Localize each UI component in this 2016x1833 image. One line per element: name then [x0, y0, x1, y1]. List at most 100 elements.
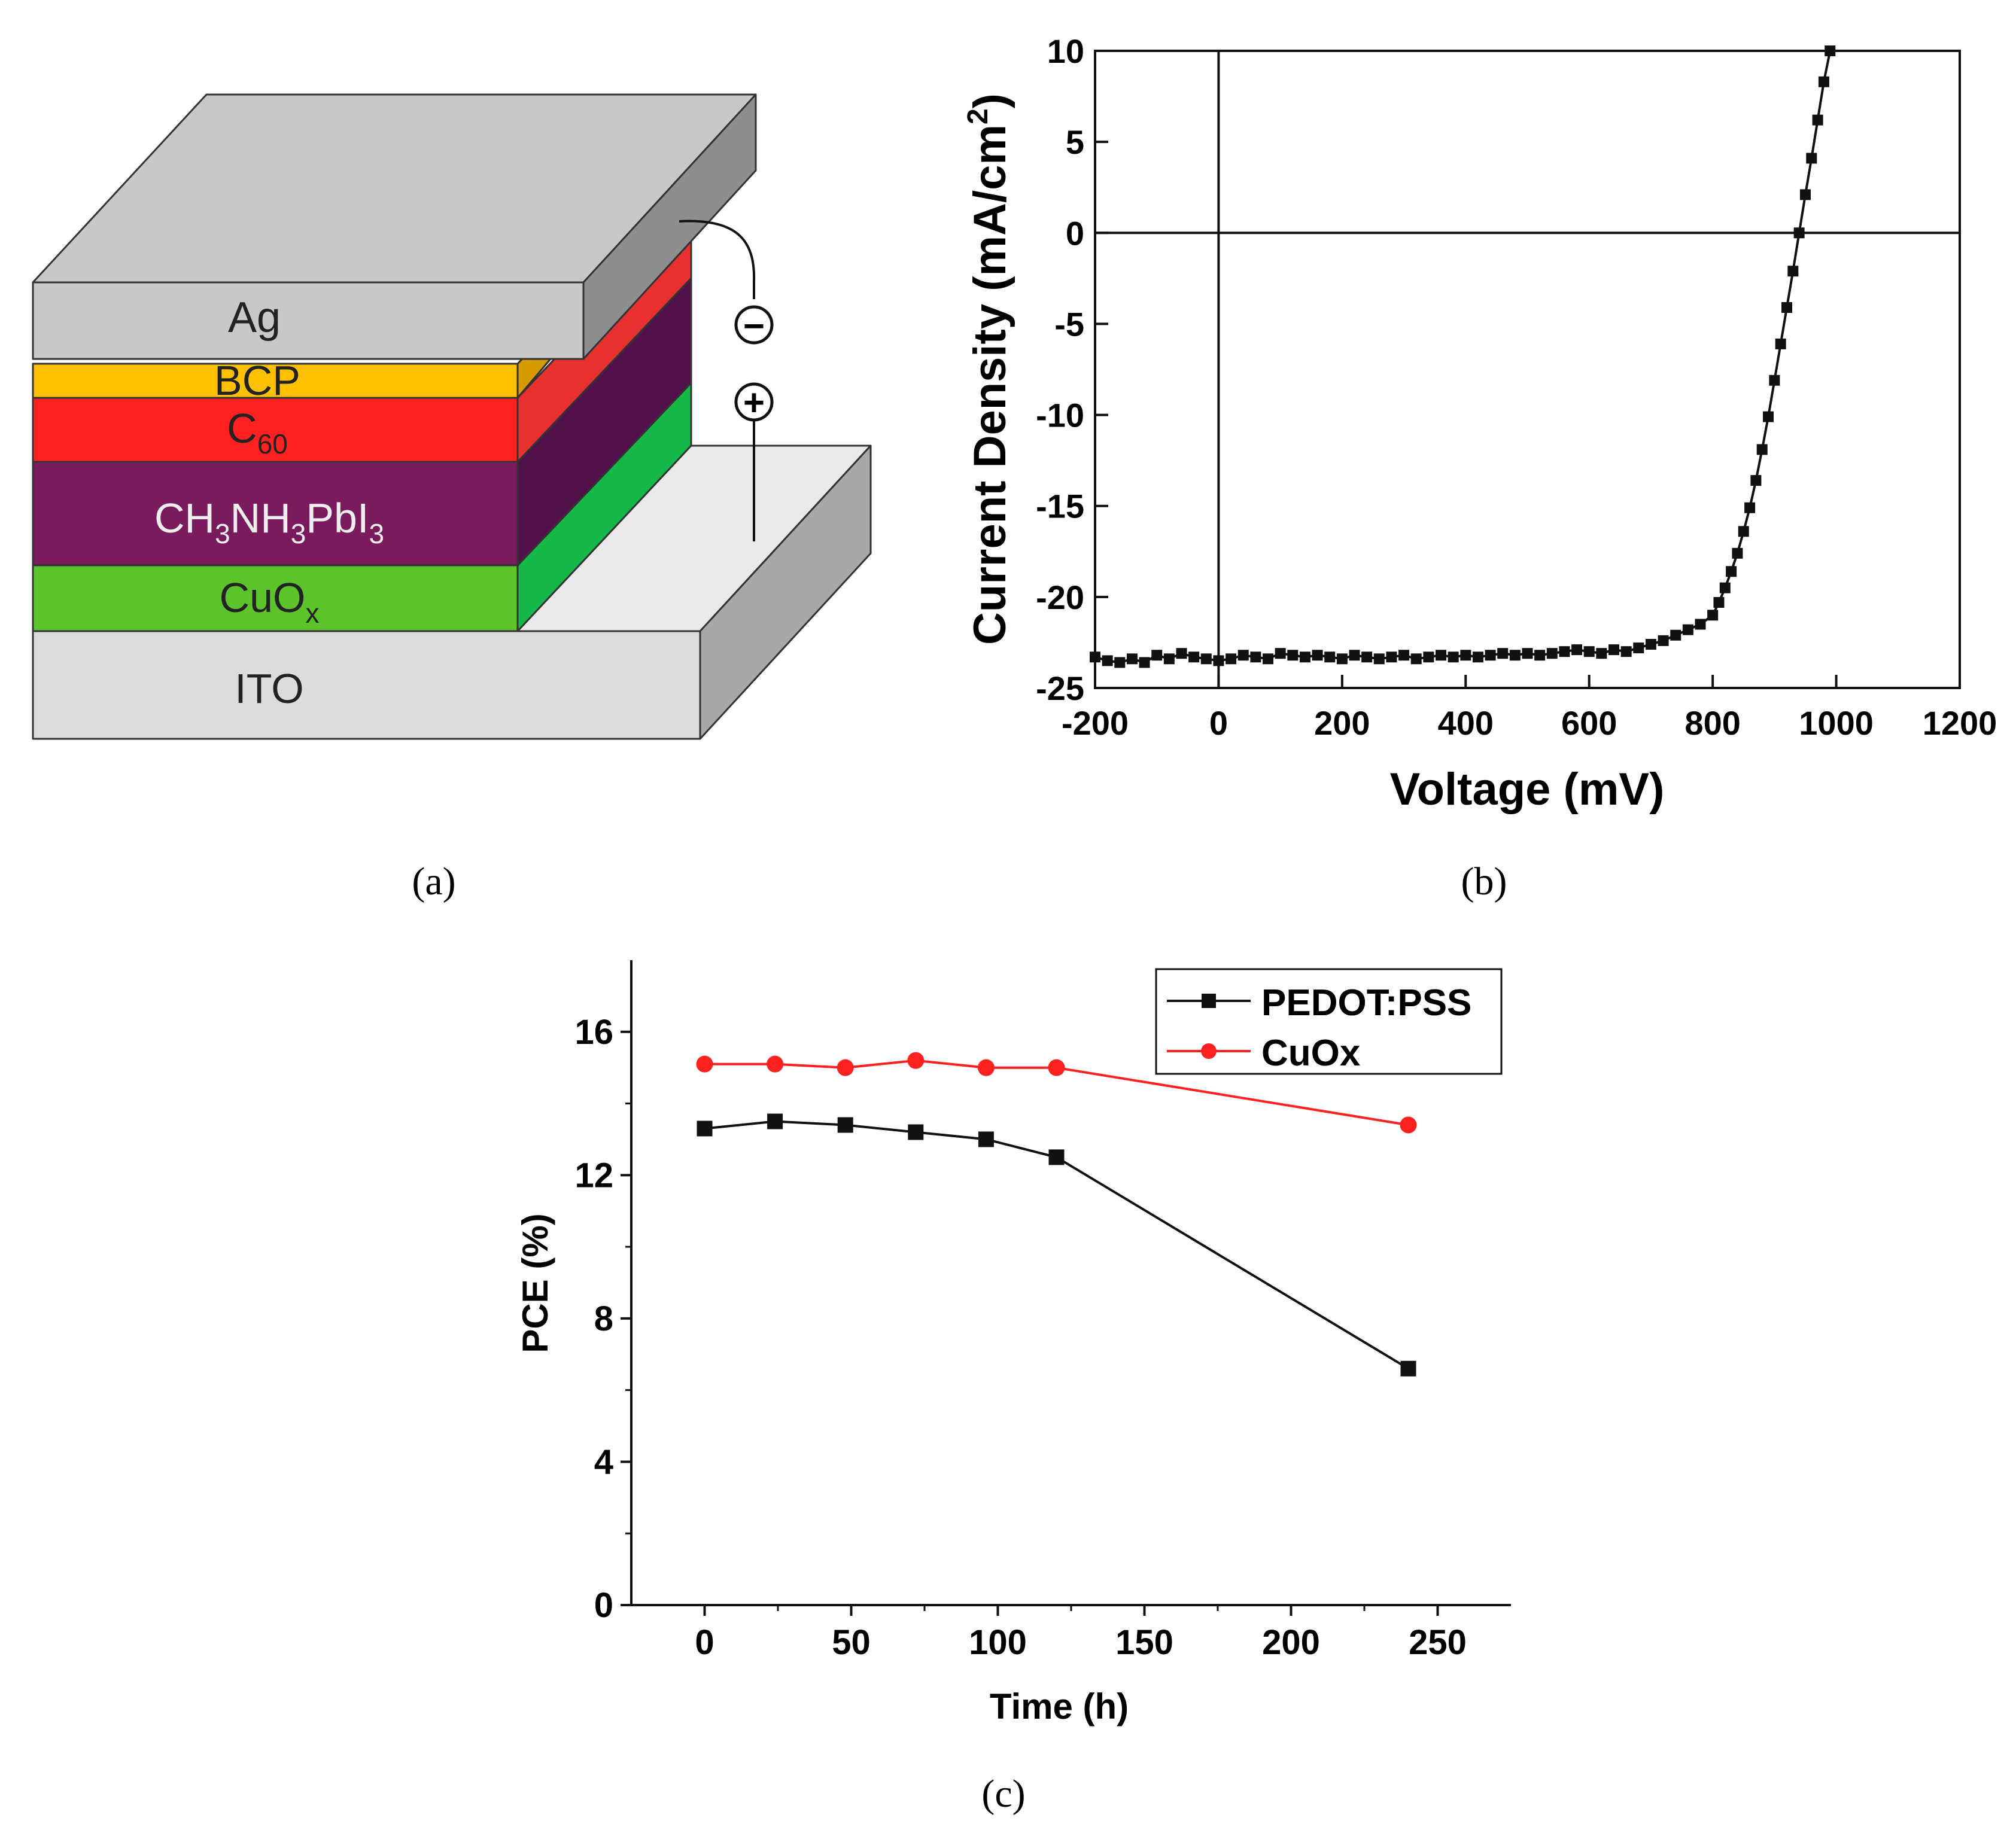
jv-data-point	[1769, 374, 1780, 386]
jv-y-tick-label: -20	[1036, 578, 1084, 616]
layer-labels: Ag BCP C60 CH3NH3PbI3 CuOx ITO − +	[154, 294, 765, 712]
data-point-cuox	[1400, 1116, 1417, 1134]
ag-front-face	[32, 281, 585, 360]
jv-x-tick-label: 200	[1314, 704, 1370, 742]
minus-sign: −	[743, 306, 765, 347]
label-cuox: CuOx	[220, 574, 320, 629]
jv-data-series	[1090, 45, 1861, 668]
jv-data-point	[1812, 114, 1823, 126]
data-point-pedot-pss	[697, 1120, 713, 1137]
pce-x-tick-label: 50	[832, 1623, 871, 1662]
jv-data-point	[1398, 650, 1410, 661]
jv-data-point	[1226, 653, 1237, 665]
jv-data-point	[1799, 189, 1811, 200]
jv-data-point	[1633, 643, 1644, 654]
jv-data-point	[1386, 651, 1397, 663]
pce-y-tick-label: 16	[574, 1013, 613, 1052]
legend-marker-pedot	[1202, 994, 1216, 1008]
jv-data-point	[1373, 653, 1385, 665]
jv-data-point	[1114, 657, 1126, 668]
jv-data-point	[1200, 653, 1212, 665]
jv-data-point	[1620, 646, 1632, 657]
data-point-cuox	[1048, 1059, 1065, 1076]
bcp-front-face	[32, 363, 519, 399]
pce-ticks: 0 50 100 150 200 250 0 4 8 12 16	[574, 1013, 1466, 1662]
jv-data-point	[1436, 650, 1446, 661]
jv-data-point	[1546, 648, 1558, 659]
device-schematic	[32, 93, 872, 740]
jv-data-point	[1472, 651, 1483, 663]
jv-data-point	[1090, 651, 1100, 663]
jv-data-point	[1324, 651, 1336, 663]
jv-data-point	[1250, 651, 1261, 663]
jv-data-point	[1695, 619, 1706, 630]
pce-legend: PEDOT:PSS CuOx	[1155, 968, 1503, 1075]
c60-front-face	[32, 397, 519, 463]
pce-x-tick-label: 250	[1409, 1623, 1467, 1662]
label-perovskite: CH3NH3PbI3	[154, 495, 384, 549]
jv-data-point	[1775, 338, 1786, 349]
jv-data-point	[1151, 650, 1163, 661]
jv-data-point	[1658, 635, 1669, 646]
jv-data-point	[1756, 444, 1768, 455]
pce-x-tick-label: 0	[695, 1623, 714, 1662]
caption-b: (b)	[1461, 860, 1507, 903]
data-point-cuox	[907, 1052, 925, 1069]
jv-ticks: -200 0 200 400 600 800 1000 1200 -25 -20 -15 -10 -5 0…	[1036, 32, 1997, 742]
pce-x-tick-label: 100	[969, 1623, 1027, 1662]
caption-a: (a)	[412, 860, 455, 903]
jv-data-point	[1781, 302, 1792, 313]
jv-data-point	[1509, 650, 1521, 661]
legend-label-pedot: PEDOT:PSS	[1261, 982, 1471, 1024]
jv-data-point	[1410, 653, 1422, 665]
data-point-pedot-pss	[837, 1117, 853, 1133]
jv-data-point	[1287, 650, 1299, 661]
pce-y-tick-label: 12	[574, 1156, 613, 1195]
label-ito: ITO	[235, 665, 303, 712]
jv-data-point	[1645, 638, 1656, 650]
jv-data-point	[1818, 76, 1829, 87]
pce-x-tick-label: 150	[1115, 1623, 1173, 1662]
jv-data-point	[1670, 629, 1681, 641]
ito-front-face	[32, 630, 701, 740]
pce-x-axis-label: Time (h)	[990, 1686, 1129, 1727]
jv-y-axis-label: Current Density (mA/cm2)	[962, 93, 1015, 645]
jv-data-point	[1522, 648, 1533, 659]
jv-data-point	[1299, 651, 1310, 663]
jv-y-tick-label: -25	[1036, 669, 1084, 707]
label-ag: Ag	[228, 294, 281, 342]
jv-x-tick-label: 400	[1438, 704, 1494, 742]
jv-x-tick-label: 1000	[1799, 704, 1874, 742]
jv-chart: -200 0 200 400 600 800 1000 1200 -25 -20 -15 -10 -5 0…	[962, 32, 1997, 815]
jv-data-point	[1732, 547, 1743, 559]
jv-y-tick-label: -15	[1036, 488, 1084, 525]
jv-data-point	[1263, 653, 1273, 665]
legend-label-cuox: CuOx	[1261, 1033, 1361, 1074]
data-point-pedot-pss	[767, 1113, 783, 1129]
jv-data-point	[1682, 624, 1693, 635]
jv-x-axis-label: Voltage (mV)	[1390, 764, 1665, 815]
jv-data-point	[1583, 646, 1595, 657]
plus-sign: +	[743, 382, 765, 424]
jv-data-point	[1571, 644, 1583, 656]
jv-data-point	[1102, 655, 1113, 666]
cuox-front-face	[32, 564, 519, 632]
jv-data-point	[1707, 610, 1719, 621]
data-point-pedot-pss	[978, 1131, 994, 1147]
pce-y-axis-label: PCE (%)	[515, 1213, 555, 1353]
jv-plot-frame	[1094, 50, 1961, 689]
label-bcp: BCP	[214, 357, 300, 404]
jv-y-tick-label: -10	[1036, 397, 1084, 434]
jv-curve-line	[1094, 50, 1861, 664]
jv-data-point	[1534, 650, 1546, 661]
jv-data-point	[1213, 655, 1224, 666]
jv-data-point	[1126, 653, 1138, 665]
minus-terminal-icon	[734, 305, 774, 345]
data-point-pedot-pss	[1048, 1149, 1065, 1165]
data-point-cuox	[696, 1055, 713, 1073]
jv-data-point	[1608, 644, 1619, 656]
jv-data-point	[1738, 526, 1749, 537]
external-wire	[679, 220, 756, 299]
data-point-cuox	[977, 1059, 995, 1076]
